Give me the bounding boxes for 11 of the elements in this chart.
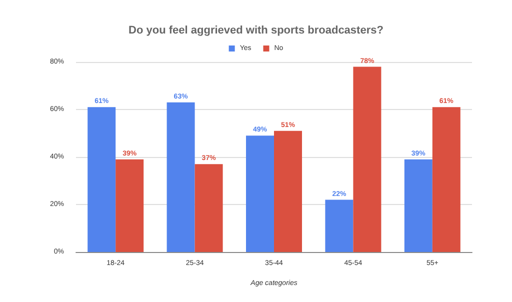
bar — [166, 102, 195, 252]
bar — [432, 107, 460, 252]
bar — [246, 136, 274, 252]
bar — [404, 159, 432, 252]
bar — [116, 159, 144, 252]
bar — [194, 164, 223, 252]
bar — [353, 66, 382, 252]
bar — [325, 200, 354, 252]
bar — [88, 107, 116, 252]
chart-title: Do you feel aggrieved with sports broadcasters? — [128, 24, 384, 36]
bar — [274, 130, 302, 252]
